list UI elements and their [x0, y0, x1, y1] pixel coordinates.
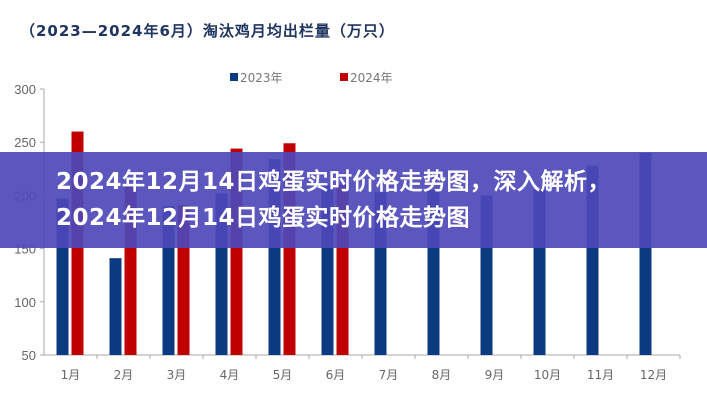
legend-label: 2023年	[240, 71, 283, 85]
legend-label: 2024年	[350, 71, 393, 85]
x-tick-label: 4月	[220, 368, 240, 382]
chart-title: （2023—2024年6月）淘汰鸡月均出栏量（万只）	[20, 22, 395, 40]
y-tick-label: 300	[14, 82, 36, 97]
y-tick-label: 50	[22, 348, 36, 363]
x-tick-label: 5月	[273, 368, 293, 382]
legend-swatch	[230, 73, 238, 81]
x-tick-label: 3月	[167, 368, 187, 382]
x-tick-label: 7月	[379, 368, 399, 382]
x-tick-label: 9月	[485, 368, 505, 382]
x-tick-label: 6月	[326, 368, 346, 382]
y-tick-label: 250	[14, 135, 36, 150]
headline-banner: 2024年12月14日鸡蛋实时价格走势图，深入解析，2024年12月14日鸡蛋实…	[0, 152, 707, 248]
y-tick-label: 100	[14, 295, 36, 310]
x-tick-label: 11月	[587, 368, 614, 382]
x-tick-label: 8月	[432, 368, 452, 382]
headline-text: 2024年12月14日鸡蛋实时价格走势图，深入解析，2024年12月14日鸡蛋实…	[56, 169, 612, 231]
legend-swatch	[340, 73, 348, 81]
x-tick-label: 1月	[61, 368, 81, 382]
bar-2023年-2月	[109, 258, 122, 355]
x-tick-label: 12月	[640, 368, 667, 382]
x-tick-label: 10月	[534, 368, 561, 382]
x-tick-label: 2月	[114, 368, 134, 382]
